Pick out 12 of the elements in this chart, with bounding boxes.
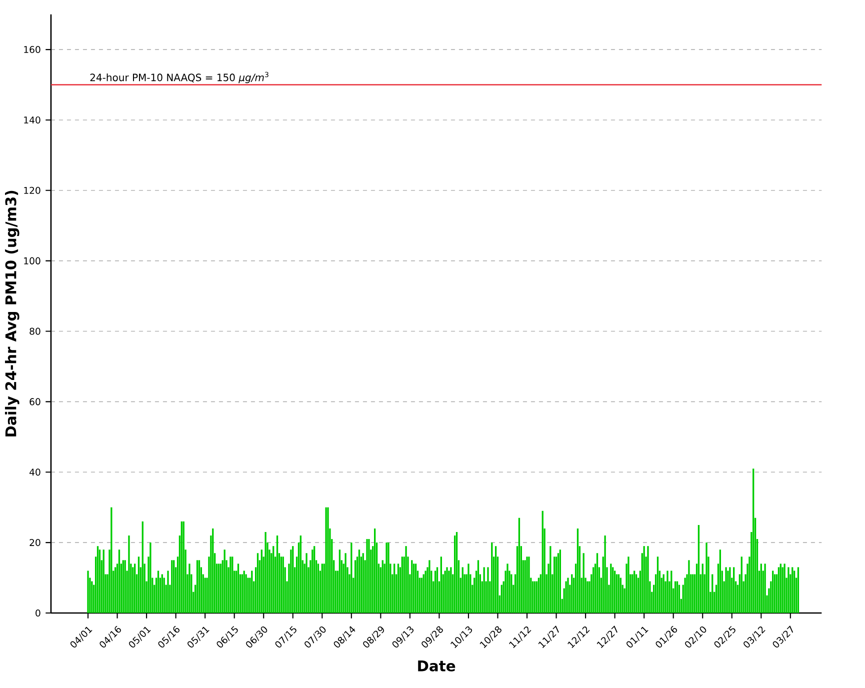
y-tick-label: 60 xyxy=(30,398,40,406)
y-tick-label: 140 xyxy=(24,116,40,124)
y-tick-label: 80 xyxy=(30,328,40,335)
ref-line-label: 24-hour PM-10 NAAQS = 150 μg/m$^{3}$ xyxy=(90,72,268,84)
y-axis-title: Daily 24-hr Avg PM10 (ug/m3) xyxy=(4,190,20,436)
y-tick-label: 20 xyxy=(30,539,40,546)
y-tick-label: 120 xyxy=(24,186,40,194)
y-tick-label: 40 xyxy=(30,468,40,476)
y-tick-label: 100 xyxy=(24,257,40,264)
x-axis-title: Date xyxy=(418,660,456,672)
y-tick-label: 160 xyxy=(24,46,40,54)
y-tick-label: 0 xyxy=(36,609,40,617)
